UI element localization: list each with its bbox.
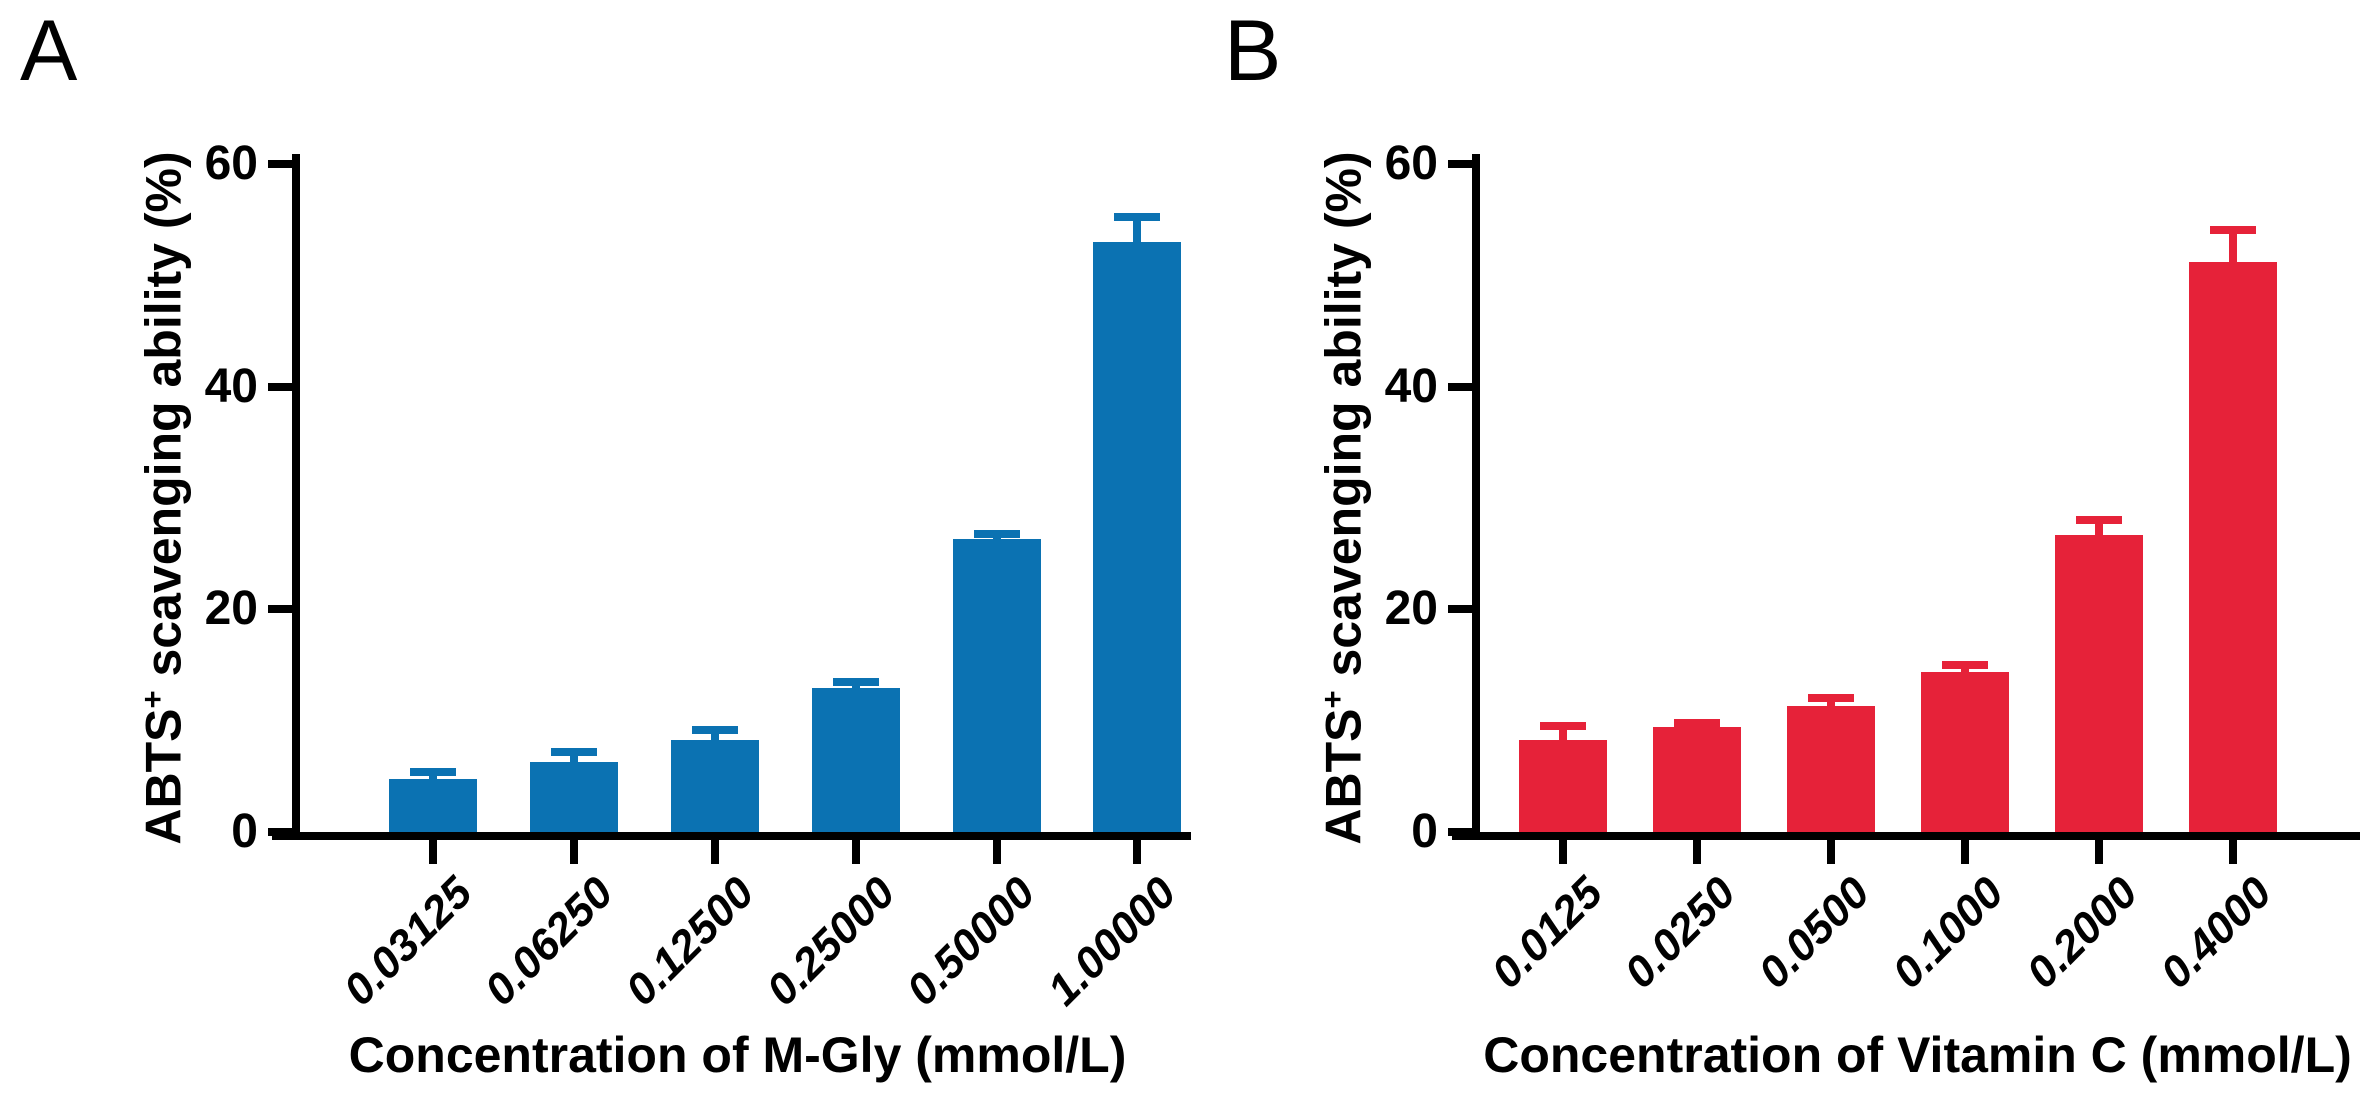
x-tick (1826, 840, 1835, 864)
panel-label-a: A (20, 3, 78, 99)
error-bar-cap (2209, 225, 2256, 234)
x-axis-title: Concentration of M-Gly (mmol/L) (348, 1027, 1127, 1083)
y-tick-label: 0 (1411, 805, 1438, 858)
bar (529, 761, 618, 832)
y-tick-label: 40 (1384, 359, 1438, 413)
x-tick (569, 840, 578, 864)
x-tick-label: 0.0500 (1749, 867, 1880, 998)
y-tick-label: 20 (1384, 582, 1438, 636)
error-bar-cap (832, 677, 879, 686)
error-bar-stem (1133, 217, 1142, 244)
y-axis-label: ABTS+ scavenging ability (%) (1315, 151, 1373, 844)
bar (952, 539, 1041, 832)
x-tick-label: 0.03125 (334, 867, 482, 1016)
x-tick (1960, 840, 1969, 864)
error-bar-stem (851, 681, 860, 691)
x-tick-label: 1.00000 (1038, 867, 1186, 1016)
error-bar-stem (710, 729, 719, 742)
bar (1519, 739, 1608, 832)
y-tick-label: 20 (204, 582, 258, 636)
panel-label-b: B (1224, 3, 1282, 99)
bar (1786, 706, 1875, 832)
x-tick (2228, 840, 2237, 864)
y-tick (1448, 605, 1474, 614)
bar (2188, 261, 2277, 832)
error-bar-cap (1114, 213, 1161, 222)
bar (2054, 534, 2143, 832)
x-axis (1452, 832, 2360, 840)
x-tick (1133, 840, 1142, 864)
x-tick-label: 0.4000 (2151, 867, 2282, 998)
error-bar-cap (2075, 516, 2122, 525)
x-tick-label: 0.06250 (475, 867, 623, 1016)
error-bar-stem (429, 771, 437, 781)
x-tick-label: 0.0250 (1615, 867, 1746, 998)
y-axis-label-suffix: scavenging ability (%) (135, 151, 192, 691)
y-tick-label: 60 (1384, 137, 1438, 190)
error-bar-stem (1826, 698, 1835, 709)
panel-b: B 0 20 40 60 0.0125 0.0250 0.0500 0.1000 0.2000… (1180, 0, 2360, 1119)
x-tick (1693, 840, 1701, 864)
plot-area-a: 0 20 40 60 0.03125 0.06250 0.12500 0.25000 0.50… (135, 140, 1191, 1083)
error-bar-cap (691, 725, 738, 734)
y-tick (268, 605, 294, 614)
x-tick-label: 0.12500 (616, 867, 764, 1016)
y-tick (1448, 160, 1474, 168)
y-tick-label: 0 (231, 805, 258, 858)
error-bar-cap (1807, 694, 1854, 703)
y-tick (268, 160, 294, 168)
y-tick (1448, 382, 1474, 391)
error-bar-stem (569, 751, 578, 764)
bar (389, 778, 477, 832)
y-tick (1448, 828, 1474, 836)
error-bar-stem (2228, 229, 2237, 264)
x-tick-label: 0.25000 (757, 867, 905, 1016)
y-axis-label: ABTS+ scavenging ability (%) (135, 151, 193, 844)
error-bar-stem (1559, 726, 1568, 742)
y-tick (268, 382, 294, 391)
x-tick (851, 840, 860, 864)
y-axis-label-text: ABTS (135, 708, 192, 845)
y-axis (1472, 154, 1480, 840)
y-axis-label-suffix: scavenging ability (%) (1315, 151, 1372, 691)
x-tick (992, 840, 1001, 864)
bar (670, 739, 759, 832)
x-axis-title: Concentration of Vitamin C (mmol/L) (1483, 1027, 2352, 1083)
error-bar-stem (2094, 520, 2103, 537)
x-tick-label: 0.50000 (897, 867, 1046, 1016)
bar (1920, 671, 2009, 832)
x-tick-label: 0.1000 (1883, 867, 2014, 998)
y-tick (268, 828, 294, 836)
x-tick (710, 840, 719, 864)
y-axis-label-superscript: + (135, 690, 170, 709)
y-axis-label-text: ABTS (1315, 708, 1372, 845)
x-tick (1559, 840, 1568, 864)
y-axis-label-superscript: + (1315, 690, 1350, 709)
y-axis (292, 154, 300, 840)
error-bar-cap (1941, 661, 1988, 669)
y-tick-label: 40 (204, 359, 258, 413)
plot-area-b: 0 20 40 60 0.0125 0.0250 0.0500 0.1000 0.2000 0.… (1315, 140, 2360, 1083)
x-axis (272, 832, 1191, 840)
error-bar-stem (1960, 665, 1969, 674)
x-tick (2094, 840, 2103, 864)
error-bar-cap (410, 767, 456, 776)
x-tick (429, 840, 437, 864)
bar (1653, 727, 1741, 832)
error-bar-cap (1674, 718, 1720, 727)
y-tick-label: 60 (204, 137, 258, 190)
x-tick-label: 0.0125 (1481, 867, 1612, 998)
bar (811, 688, 900, 832)
error-bar-cap (550, 747, 597, 756)
panel-a: A 0 20 40 60 0.03125 0.06250 0.12500 0.25000 0.… (20, 3, 1191, 1083)
bar (1093, 241, 1182, 832)
error-bar-cap (1540, 722, 1587, 731)
error-bar-cap (973, 529, 1020, 538)
x-tick-label: 0.2000 (2017, 867, 2148, 998)
